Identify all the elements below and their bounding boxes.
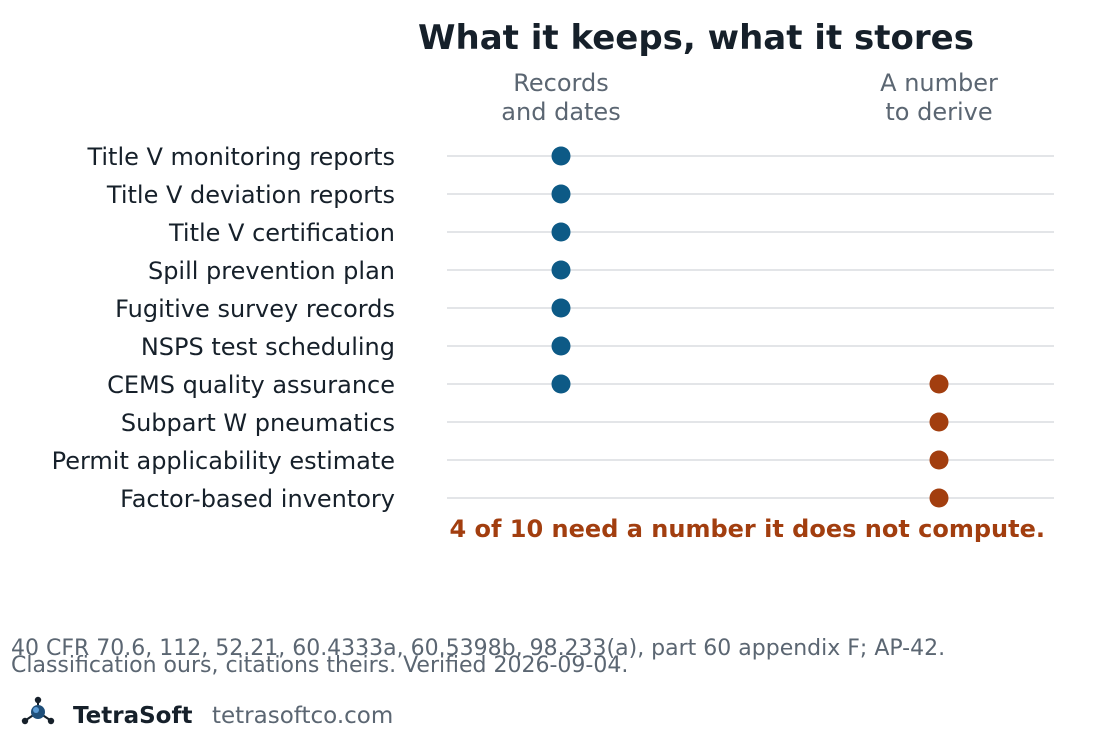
row-label: Permit applicability estimate	[52, 447, 395, 475]
brand-url: tetrasoftco.com	[212, 703, 393, 729]
column-header-derive-line2: to derive	[885, 98, 992, 126]
row-label: Title V deviation reports	[106, 181, 395, 209]
row-label: Factor-based inventory	[120, 485, 395, 513]
row-label: Spill prevention plan	[148, 257, 395, 285]
molecule-icon	[21, 696, 55, 725]
gridlines	[447, 155, 1054, 499]
row-label: Subpart W pneumatics	[121, 409, 395, 437]
column-header-records-line1: Records	[513, 69, 608, 97]
derive-dot	[929, 488, 949, 508]
row-label: CEMS quality assurance	[107, 371, 395, 399]
column-header-derive-line1: A number	[880, 69, 998, 97]
column-header-records-line2: and dates	[501, 98, 620, 126]
derive-dot	[929, 412, 949, 432]
row-label: Title V certification	[168, 219, 395, 247]
records-dot	[551, 260, 571, 280]
dots	[551, 146, 949, 508]
callout-text: 4 of 10 need a number it does not comput…	[449, 515, 1045, 543]
row-label: NSPS test scheduling	[141, 333, 395, 361]
records-dot	[551, 374, 571, 394]
footnote-classification: Classification ours, citations theirs. V…	[11, 653, 628, 678]
records-dot	[551, 184, 571, 204]
row-label: Title V monitoring reports	[86, 143, 395, 171]
chart-title: What it keeps, what it stores	[418, 18, 974, 58]
records-dot	[551, 222, 571, 242]
records-dot	[551, 336, 571, 356]
row-labels: Title V monitoring reports Title V deviat…	[52, 143, 395, 513]
brand-name: TetraSoft	[73, 703, 192, 729]
footnote-citations: 40 CFR 70.6, 112, 52.21, 60.4333a, 60.53…	[11, 636, 945, 661]
derive-dot	[929, 450, 949, 470]
derive-dot	[929, 374, 949, 394]
row-label: Fugitive survey records	[115, 295, 395, 323]
records-dot	[551, 146, 571, 166]
records-dot	[551, 298, 571, 318]
